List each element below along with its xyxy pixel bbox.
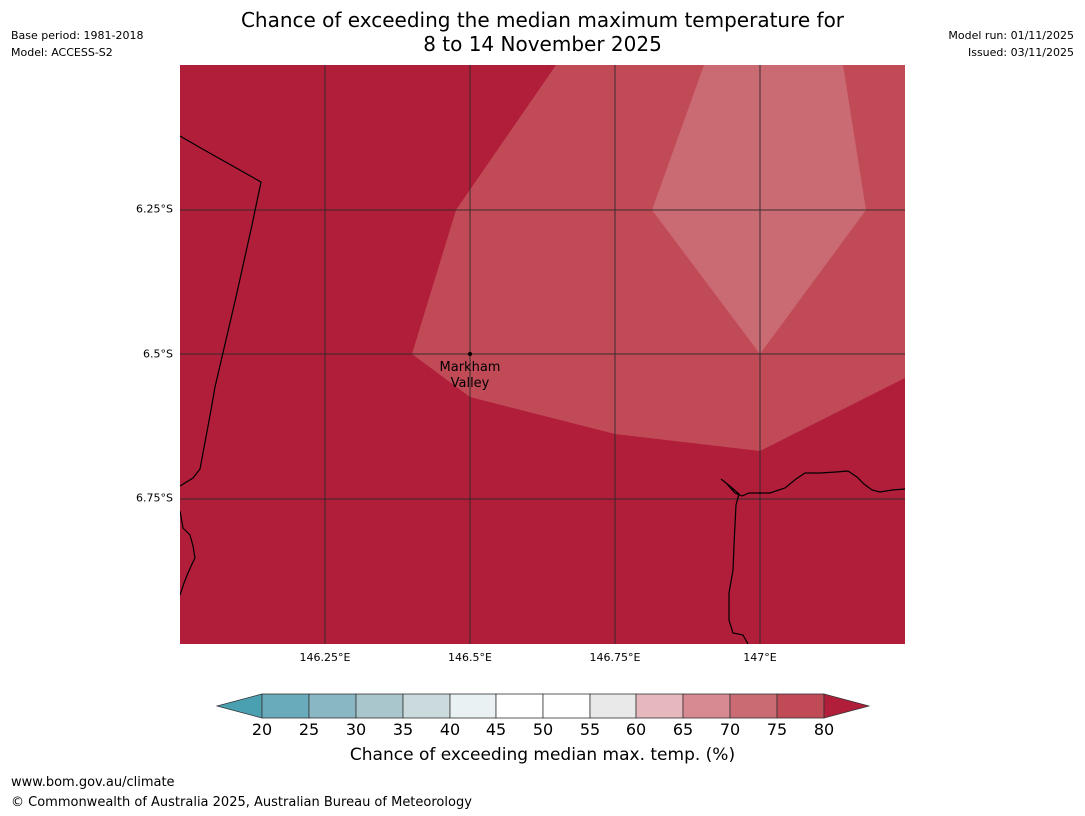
colorbar-seg-45-50 <box>495 693 544 719</box>
colorbar <box>215 693 871 719</box>
map-title: Chance of exceeding the median maximum t… <box>0 8 1085 56</box>
colorbar-tick-40: 40 <box>439 720 461 739</box>
model-run-text: Model run: 01/11/2025 <box>948 29 1074 42</box>
colorbar-tick-65: 65 <box>672 720 694 739</box>
footer-copyright: © Commonwealth of Australia 2025, Austra… <box>11 795 472 810</box>
colorbar-seg-50-55 <box>542 693 591 719</box>
colorbar-seg-40-45 <box>449 693 497 719</box>
lon-label-146-75: 146.75°E <box>589 651 641 664</box>
header-right: Model run: 01/11/2025 Issued: 03/11/2025 <box>948 27 1074 61</box>
lon-label-146-25: 146.25°E <box>299 651 351 664</box>
colorbar-tick-20: 20 <box>251 720 273 739</box>
markham-valley-marker <box>468 352 472 356</box>
colorbar-svg <box>215 693 871 719</box>
colorbar-tick-45: 45 <box>485 720 507 739</box>
lat-label-6-25: 6.25°S <box>136 202 173 216</box>
markham-valley-label: Markham Valley <box>430 360 510 392</box>
map-title-line1: Chance of exceeding the median maximum t… <box>240 8 845 32</box>
colorbar-seg-75-80 <box>776 693 825 719</box>
colorbar-seg-30-35 <box>355 693 404 719</box>
base-period-text: Base period: 1981-2018 <box>11 29 144 42</box>
coastlines <box>180 135 905 644</box>
colorbar-seg-70-75 <box>729 693 778 719</box>
lon-label-147: 147°E <box>743 651 777 664</box>
colorbar-tick-35: 35 <box>392 720 414 739</box>
header-left: Base period: 1981-2018 Model: ACCESS-S2 <box>11 27 143 61</box>
lat-label-6-5: 6.5°S <box>143 347 173 361</box>
colorbar-extend-low <box>215 693 263 719</box>
map-title-line2: 8 to 14 November 2025 <box>423 32 662 56</box>
colorbar-seg-20-25 <box>261 693 310 719</box>
gridlines <box>180 65 905 644</box>
colorbar-tick-80: 80 <box>813 720 835 739</box>
coast-west <box>180 510 196 596</box>
place-name-line2: Valley <box>450 376 490 391</box>
colorbar-tick-25: 25 <box>298 720 320 739</box>
coast-east <box>720 470 905 644</box>
colorbar-tick-70: 70 <box>719 720 741 739</box>
colorbar-seg-60-65 <box>635 693 684 719</box>
colorbar-label: Chance of exceeding median max. temp. (%… <box>0 745 1085 765</box>
footer-url[interactable]: www.bom.gov.au/climate <box>11 775 175 790</box>
colorbar-label-text: Chance of exceeding median max. temp. (%… <box>349 745 736 765</box>
colorbar-seg-55-60 <box>589 693 637 719</box>
place-name-line1: Markham <box>439 360 501 375</box>
lon-label-146-5: 146.5°E <box>448 651 492 664</box>
colorbar-seg-35-40 <box>402 693 451 719</box>
model-text: Model: ACCESS-S2 <box>11 46 113 59</box>
colorbar-tick-50: 50 <box>532 720 554 739</box>
colorbar-tick-60: 60 <box>625 720 647 739</box>
lat-label-6-75: 6.75°S <box>136 491 173 505</box>
colorbar-extend-high <box>823 693 871 719</box>
issued-text: Issued: 03/11/2025 <box>967 46 1074 59</box>
forecast-map <box>180 65 905 644</box>
colorbar-seg-65-70 <box>682 693 731 719</box>
colorbar-tick-55: 55 <box>579 720 601 739</box>
border-line <box>180 135 262 487</box>
colorbar-tick-75: 75 <box>766 720 788 739</box>
colorbar-seg-25-30 <box>308 693 357 719</box>
colorbar-tick-30: 30 <box>345 720 367 739</box>
forecast-map-svg <box>180 65 905 644</box>
